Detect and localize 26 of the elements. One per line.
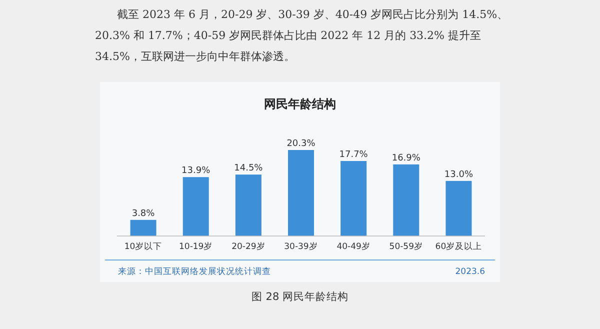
bar (182, 177, 209, 236)
bar (446, 180, 472, 236)
data-label: 20.3% (286, 139, 316, 149)
data-label: 13.9% (182, 166, 211, 176)
data-label: 14.5% (234, 164, 264, 174)
caption: 图 28 网民年龄结构 (250, 290, 350, 304)
bar (393, 164, 420, 236)
data-label: 16.9% (392, 153, 421, 164)
x-tick-label: 20-29岁 (232, 241, 266, 252)
source-note: 来源：中国互联网络发展状况统计调查 (118, 266, 271, 277)
data-label: 3.8% (132, 208, 156, 219)
bar (130, 220, 156, 236)
x-tick-label: 60岁及以上 (435, 241, 482, 252)
bar (340, 161, 367, 236)
x-tick-label: 50-59岁 (389, 241, 423, 252)
data-label: 17.7% (339, 150, 368, 160)
text: 2023.6 (455, 267, 485, 277)
x-tick-label: 40-49岁 (336, 241, 370, 252)
x-tick-label: 10-19岁 (179, 241, 213, 252)
text: 截至 2023 年 6 月，20-29 岁、30-39 岁、40-49 岁网民占比分别为 14.5%、20.3% 和 17.7%；40-59 岁网民群体占比由 2022 年 12 月的 33.2% 提升至 34.5%，互联网进一步向中年群体渗透。 (95, 7, 510, 65)
data-label: 13.0% (444, 170, 474, 180)
bar (288, 150, 314, 236)
bar (235, 174, 262, 236)
x-tick-label: 10岁以下 (124, 241, 162, 252)
chart-title: 网民年龄结构 (264, 97, 336, 111)
x-tick-label: 30-39岁 (284, 241, 318, 252)
